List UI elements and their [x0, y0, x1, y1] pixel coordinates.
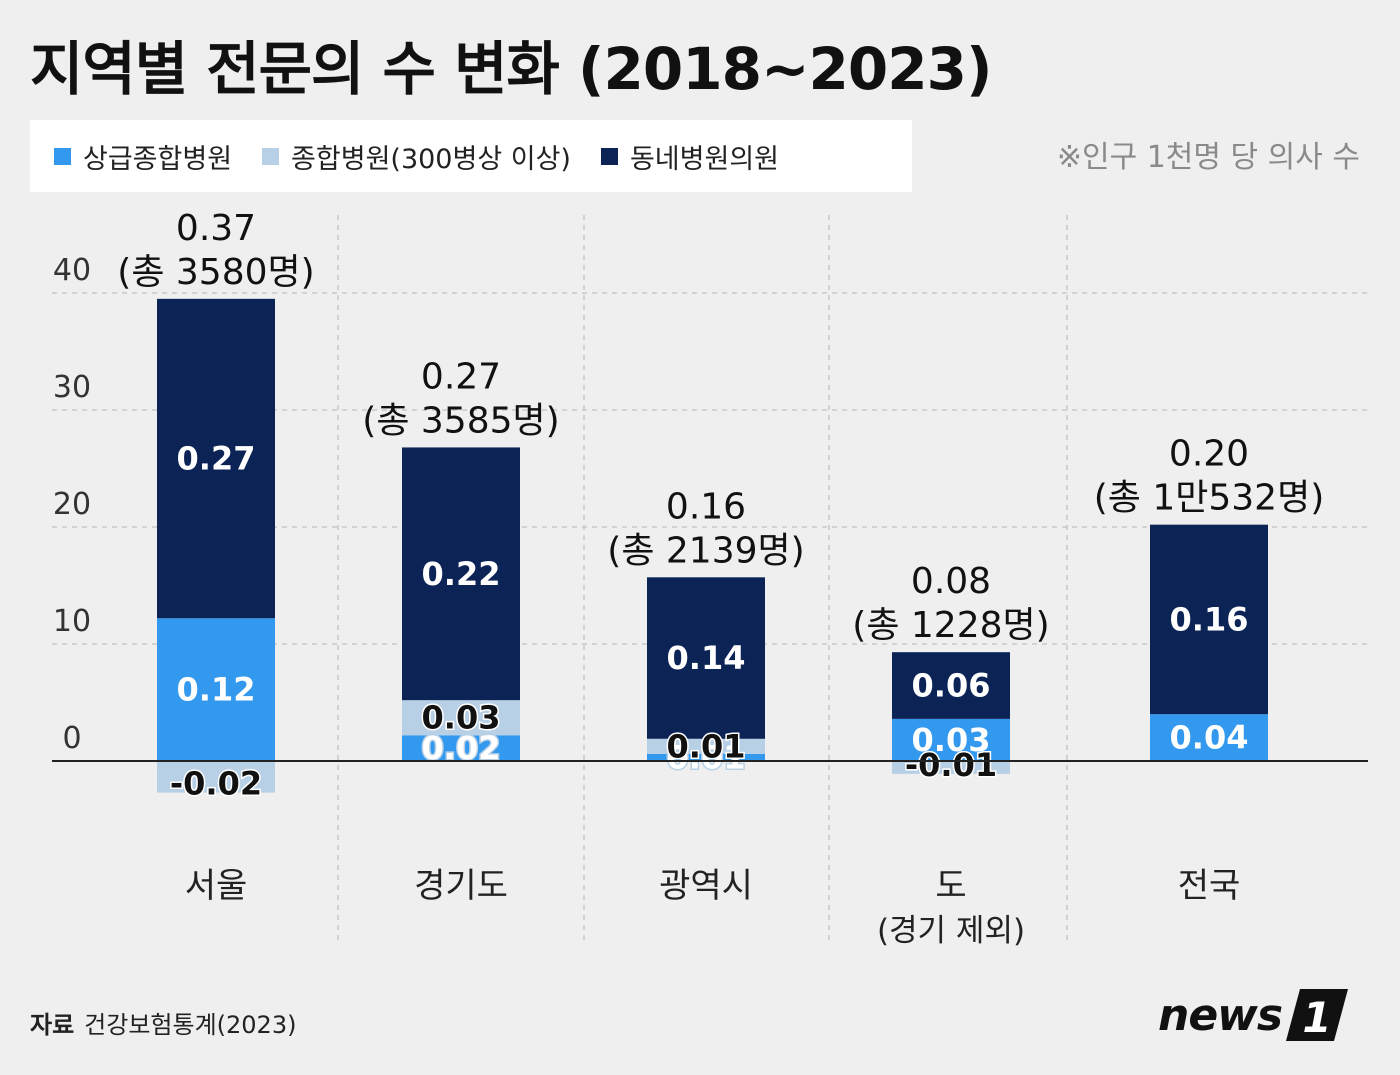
legend-swatch-general: [262, 147, 280, 165]
category-label-4: 전국: [1178, 866, 1241, 906]
bar-segment-0-0: [157, 618, 275, 761]
bar-segment-1-1: [402, 700, 520, 736]
bar-value-label-1-2: 0.01: [667, 727, 746, 765]
bar-segment-1-0: [157, 761, 275, 793]
bar-segment-2-2: [647, 577, 765, 739]
category-label-1: 경기도: [414, 866, 508, 906]
legend-label-clinic: 동네병원의원: [629, 143, 779, 175]
source-text: 건강보험통계(2023): [84, 1011, 297, 1039]
bar-value-label-2-4: 0.16: [1170, 600, 1249, 638]
bar-segment-1-2: [647, 738, 765, 754]
total-value-label-4: 0.20: [1169, 434, 1249, 475]
logo-mark-text: 1: [1302, 993, 1331, 1042]
bar-segment-2-0: [157, 298, 275, 619]
bar-value-label-2-0: 0.27: [177, 440, 256, 478]
legend-item-clinic: 동네병원의원: [600, 137, 779, 176]
total-value-label-3: 0.08: [911, 561, 991, 602]
bar-segment-1-3: [892, 761, 1010, 774]
total-count-label-4: (총 1만532명): [1094, 478, 1325, 519]
bar-segment-2-1: [402, 447, 520, 701]
bar-value-label-2-1: 0.22: [422, 555, 501, 593]
news1-logo: news 1: [1158, 985, 1352, 1045]
legend-item-general: 종합병원(300병상 이상): [262, 137, 571, 176]
logo-text: news: [1158, 989, 1283, 1041]
y-tick-label-0: 0: [62, 721, 81, 756]
y-tick-label-40: 40: [53, 253, 91, 288]
bar-value-label-2-3: 0.06: [912, 667, 991, 705]
chart-title: 지역별 전문의 수 변화 (2018~2023): [30, 35, 992, 103]
y-tick-label-20: 20: [53, 487, 91, 522]
bar-segment-0-3: [892, 718, 1010, 761]
bar-value-label-0-3: 0.03: [912, 721, 991, 759]
bar-segment-0-4: [1150, 714, 1268, 761]
total-count-label-0: (총 3580명): [117, 252, 314, 293]
bar-value-label-0-2: 0.01: [667, 738, 746, 776]
category-label-0: 서울: [185, 866, 248, 906]
bar-value-label-1-0: -0.02: [170, 765, 262, 803]
bar-value-label-1-1: 0.03: [422, 699, 501, 737]
bar-segment-0-1: [402, 735, 520, 761]
category-label-2: 광역시: [659, 866, 753, 906]
bar-segment-0-2: [647, 753, 765, 761]
bar-value-label-2-2: 0.14: [667, 639, 746, 677]
legend: 상급종합병원 종합병원(300병상 이상) 동네병원의원: [30, 120, 912, 192]
y-tick-label-30: 30: [53, 370, 91, 405]
legend-swatch-clinic: [600, 147, 618, 165]
total-count-label-2: (총 2139명): [607, 530, 804, 571]
category-label-3-sub: (경기 제외): [877, 913, 1025, 949]
total-value-label-1: 0.27: [421, 356, 501, 397]
category-label-3: 도: [935, 866, 966, 906]
source-credit: 자료 건강보험통계(2023): [30, 1005, 296, 1040]
legend-label-tertiary: 상급종합병원: [83, 143, 233, 175]
y-tick-label-10: 10: [53, 604, 91, 639]
legend-swatch-tertiary: [54, 147, 71, 165]
bar-segment-2-3: [892, 652, 1010, 719]
bar-value-label-1-3: -0.01: [905, 746, 997, 784]
source-label: 자료: [30, 1011, 75, 1039]
total-count-label-1: (총 3585명): [362, 400, 559, 441]
bar-value-label-0-4: 0.04: [1170, 719, 1249, 757]
legend-item-tertiary: 상급종합병원: [54, 137, 232, 176]
legend-label-general: 종합병원(300병상 이상): [291, 143, 571, 175]
unit-note: ※인구 1천명 당 의사 수: [1056, 140, 1360, 175]
total-value-label-0: 0.37: [176, 208, 256, 249]
bar-value-label-0-0: 0.12: [177, 671, 256, 709]
bar-segment-2-4: [1150, 524, 1268, 715]
logo-mark-icon: 1: [1286, 989, 1349, 1042]
total-count-label-3: (총 1228명): [852, 605, 1049, 646]
total-value-label-2: 0.16: [666, 486, 746, 527]
